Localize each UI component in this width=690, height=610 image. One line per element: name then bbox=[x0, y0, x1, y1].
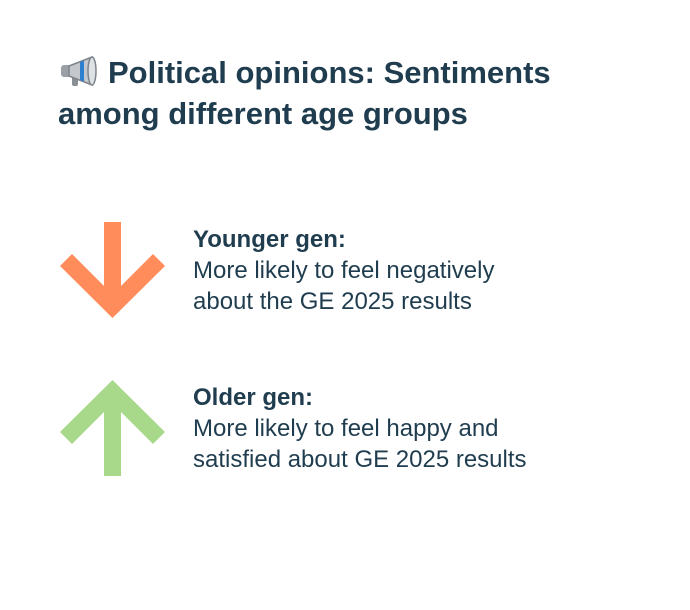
title-line-1: Political opinions: Sentiments bbox=[108, 55, 551, 90]
arrow-up-icon bbox=[60, 380, 165, 476]
younger-gen-text: Younger gen: More likely to feel negativ… bbox=[193, 224, 633, 317]
younger-gen-row: Younger gen: More likely to feel negativ… bbox=[58, 222, 658, 322]
younger-gen-line-1: More likely to feel negatively bbox=[193, 257, 495, 284]
older-gen-line-1: More likely to feel happy and bbox=[193, 415, 499, 442]
younger-gen-heading: Younger gen: bbox=[193, 226, 346, 253]
megaphone-icon bbox=[58, 54, 102, 88]
arrow-down-icon bbox=[60, 222, 165, 318]
page-title: Political opinions: Sentiments among dif… bbox=[58, 52, 658, 134]
younger-gen-line-2: about the GE 2025 results bbox=[193, 288, 472, 315]
older-gen-line-2: satisfied about GE 2025 results bbox=[193, 446, 527, 473]
older-gen-row: Older gen: More likely to feel happy and… bbox=[58, 380, 658, 480]
older-gen-heading: Older gen: bbox=[193, 384, 314, 411]
older-gen-text: Older gen: More likely to feel happy and… bbox=[193, 382, 633, 475]
title-line-2: among different age groups bbox=[58, 96, 468, 131]
